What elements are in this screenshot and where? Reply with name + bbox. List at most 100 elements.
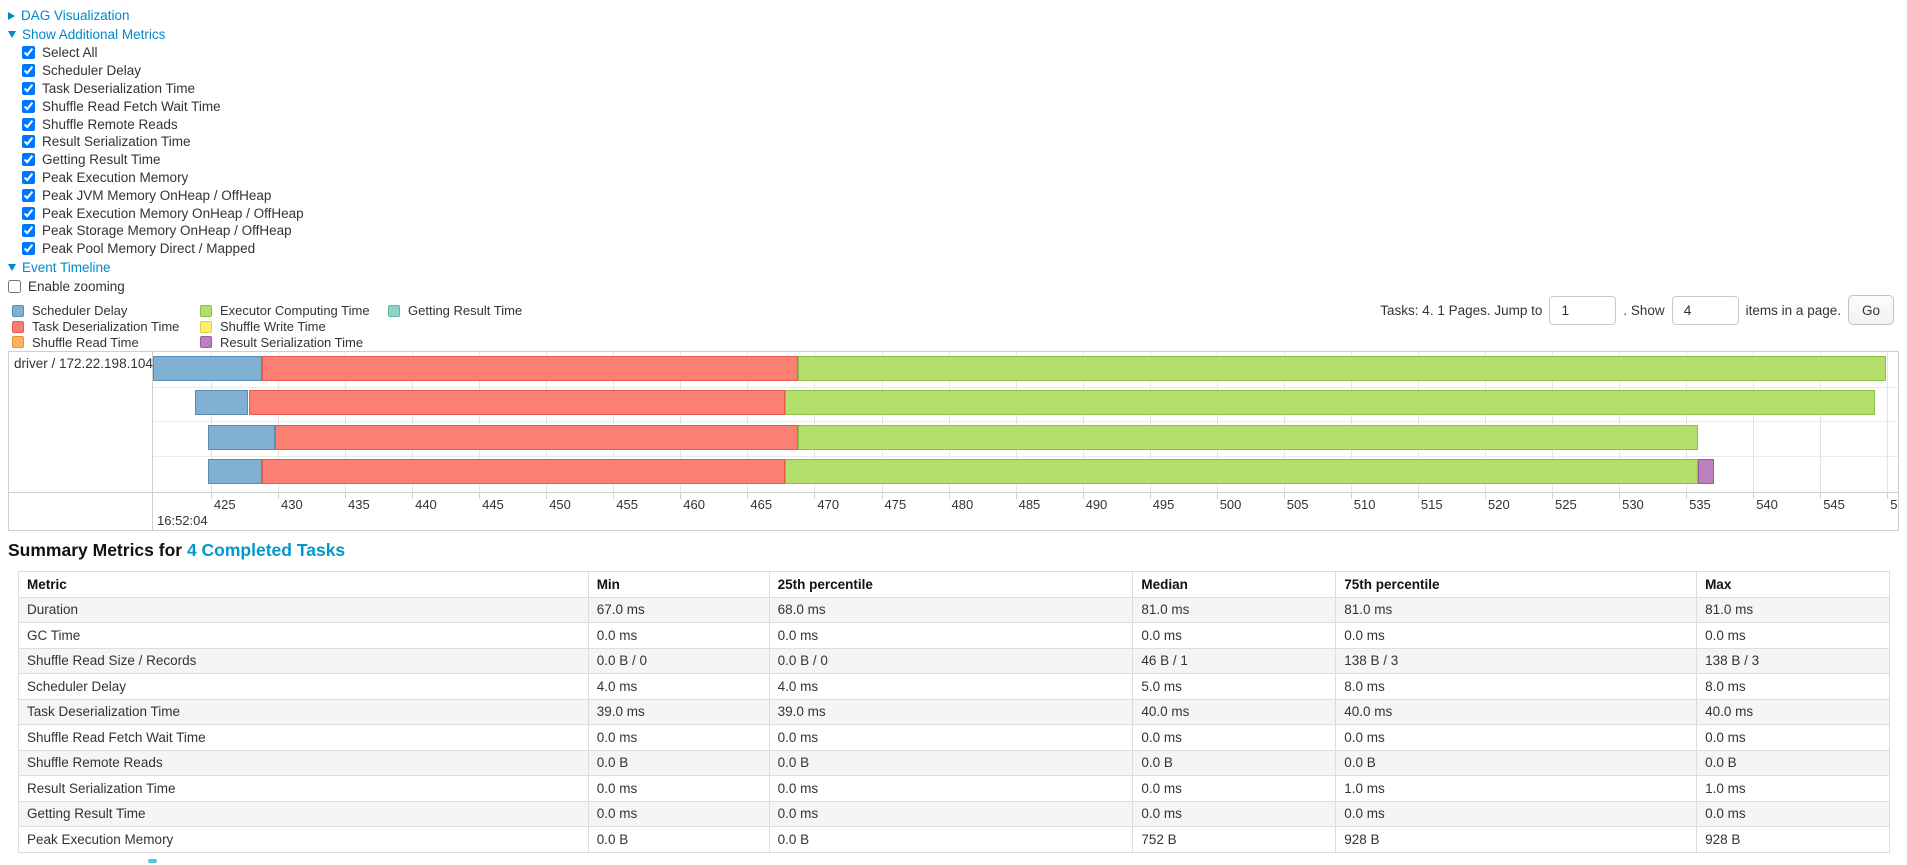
table-header-75th-percentile: 75th percentile — [1335, 571, 1698, 598]
axis-tick — [1552, 493, 1553, 499]
metric-value-cell: 0.0 ms — [1335, 800, 1698, 827]
metric-checkbox-label: Getting Result Time — [42, 152, 161, 168]
axis-tick — [747, 493, 749, 499]
enable-zooming-checkbox[interactable] — [8, 280, 21, 294]
metric-value-cell: 0.0 ms — [1335, 622, 1698, 649]
task-2-segment-scheduler-delay[interactable] — [208, 424, 276, 450]
legend-label: Executor Computing Time — [220, 303, 370, 319]
pagination-show-text: . Show — [1623, 302, 1665, 318]
metric-value-cell: 0.0 ms — [1696, 800, 1890, 827]
metric-checkbox-0[interactable] — [22, 46, 35, 60]
metric-checkbox-11[interactable] — [22, 242, 35, 256]
metric-value-cell: 0.0 B — [1696, 749, 1890, 776]
metric-checkbox-5[interactable] — [22, 135, 35, 149]
axis-tick — [1417, 493, 1419, 499]
task-0-segment-scheduler-delay[interactable] — [153, 355, 262, 381]
metric-value-cell: 0.0 B / 0 — [768, 647, 1134, 674]
metric-checkbox-label: Peak JVM Memory OnHeap / OffHeap — [42, 187, 272, 203]
gridline — [948, 352, 950, 492]
metric-value-cell: 0.0 ms — [587, 800, 770, 827]
items-per-page-input[interactable] — [1671, 295, 1739, 325]
executor-label-column: driver / 172.22.198.104 — [9, 352, 153, 530]
task-3-segment-result-serialization[interactable] — [1698, 459, 1715, 484]
axis-tick — [1283, 493, 1285, 499]
chevron-down-icon — [8, 31, 16, 38]
gridline — [1283, 352, 1285, 492]
stage-controls: DAG Visualization Show Additional Metric… — [8, 6, 304, 296]
gridline — [345, 352, 346, 492]
metric-value-cell: 0.0 ms — [587, 622, 770, 649]
timeline-x-axis: 425 430 435 440 445 450 455 460 465 470 475 480 485 4… — [9, 492, 1898, 530]
gridline — [1082, 352, 1084, 492]
axis-tick — [1820, 493, 1822, 499]
metric-value-cell: 5.0 ms — [1132, 673, 1337, 700]
metric-checkbox-9[interactable] — [22, 206, 35, 220]
timeline-legend: Scheduler Delay Task Deserialization Time… — [12, 303, 772, 351]
legend-label: Getting Result Time — [408, 303, 523, 319]
metric-value-cell: 752 B — [1132, 826, 1337, 853]
metric-value-cell: 67.0 ms — [587, 596, 770, 623]
metric-value-cell: 0.0 ms — [768, 800, 1134, 827]
metric-value-cell: 928 B — [1335, 826, 1698, 853]
task-3-segment-scheduler-delay[interactable] — [208, 459, 262, 484]
cut-off-next-section-link[interactable] — [148, 859, 157, 863]
metric-checkbox-6[interactable] — [22, 153, 35, 167]
result-serialization-swatch-icon — [200, 336, 212, 349]
dag-visualization-toggle[interactable]: DAG Visualization — [8, 6, 304, 25]
scheduler-delay-swatch-icon — [12, 304, 24, 317]
metric-name-cell: Scheduler Delay — [18, 673, 589, 700]
jump-to-page-input[interactable] — [1549, 295, 1617, 325]
metric-value-cell: 0.0 ms — [1132, 724, 1337, 751]
event-timeline-toggle[interactable]: Event Timeline — [8, 258, 304, 277]
shuffle-read-swatch-icon — [12, 336, 24, 349]
axis-tick — [814, 493, 816, 499]
metric-checkbox-2[interactable] — [22, 81, 35, 95]
metric-checkbox-3[interactable] — [22, 99, 35, 113]
metric-value-cell: 138 B / 3 — [1335, 647, 1698, 674]
task-2-segment-executor-computing[interactable] — [798, 424, 1699, 450]
metric-value-cell: 0.0 B — [587, 826, 770, 853]
task-3-segment-executor-computing[interactable] — [784, 459, 1699, 484]
table-header-row: Metric Min 25th percentile Median 75th perce… — [18, 571, 1890, 598]
metric-checkbox-label: Peak Execution Memory — [42, 169, 189, 185]
completed-tasks-link[interactable]: 4 Completed Tasks — [186, 540, 346, 560]
axis-tick-label: 530 — [1622, 497, 1644, 512]
axis-tick — [412, 493, 414, 499]
metric-checkbox-7[interactable] — [22, 170, 35, 184]
axis-tick-label: 510 — [1353, 497, 1376, 512]
task-2-segment-task-deserialization[interactable] — [275, 424, 799, 450]
metric-name-cell: Shuffle Read Size / Records — [18, 647, 589, 674]
legend-item-executor-computing: Executor Computing Time — [200, 303, 388, 319]
metric-value-cell: 0.0 B — [768, 749, 1134, 776]
axis-tick-label: 535 — [1689, 497, 1711, 512]
metric-checkbox-row: Peak Storage Memory OnHeap / OffHeap — [22, 222, 304, 240]
metric-checkbox-10[interactable] — [22, 224, 35, 238]
metric-value-cell: 0.0 ms — [1696, 724, 1890, 751]
axis-tick — [1015, 493, 1017, 499]
go-button[interactable]: Go — [1847, 295, 1894, 325]
metric-checkbox-4[interactable] — [22, 117, 35, 131]
metric-checkbox-1[interactable] — [22, 64, 35, 78]
gridline — [479, 352, 481, 492]
table-row: Task Deserialization Time 39.0 ms 39.0 ms 4… — [18, 698, 1890, 725]
show-additional-metrics-toggle[interactable]: Show Additional Metrics — [8, 25, 304, 44]
task-0-segment-executor-computing[interactable] — [798, 355, 1886, 381]
axis-tick-label: 480 — [951, 497, 974, 512]
metric-value-cell: 0.0 ms — [768, 724, 1134, 751]
metric-value-cell: 4.0 ms — [587, 673, 770, 700]
metric-value-cell: 0.0 ms — [1696, 622, 1890, 649]
metric-checkbox-row: Shuffle Read Fetch Wait Time — [22, 97, 304, 115]
metric-checkbox-8[interactable] — [22, 188, 35, 202]
task-deserialization-swatch-icon — [12, 320, 24, 333]
table-header-median: Median — [1132, 571, 1337, 598]
metric-checkbox-row: Result Serialization Time — [22, 133, 304, 151]
task-1-segment-task-deserialization[interactable] — [248, 390, 785, 415]
metric-checkbox-row: Peak Execution Memory — [22, 169, 304, 187]
task-0-segment-task-deserialization[interactable] — [261, 355, 799, 381]
task-1-segment-executor-computing[interactable] — [784, 390, 1876, 415]
axis-tick — [1216, 493, 1218, 499]
task-1-segment-scheduler-delay[interactable] — [194, 390, 249, 415]
getting-result-swatch-icon — [388, 304, 400, 317]
task-3-segment-task-deserialization[interactable] — [261, 459, 785, 484]
row-gridline — [153, 386, 1898, 388]
